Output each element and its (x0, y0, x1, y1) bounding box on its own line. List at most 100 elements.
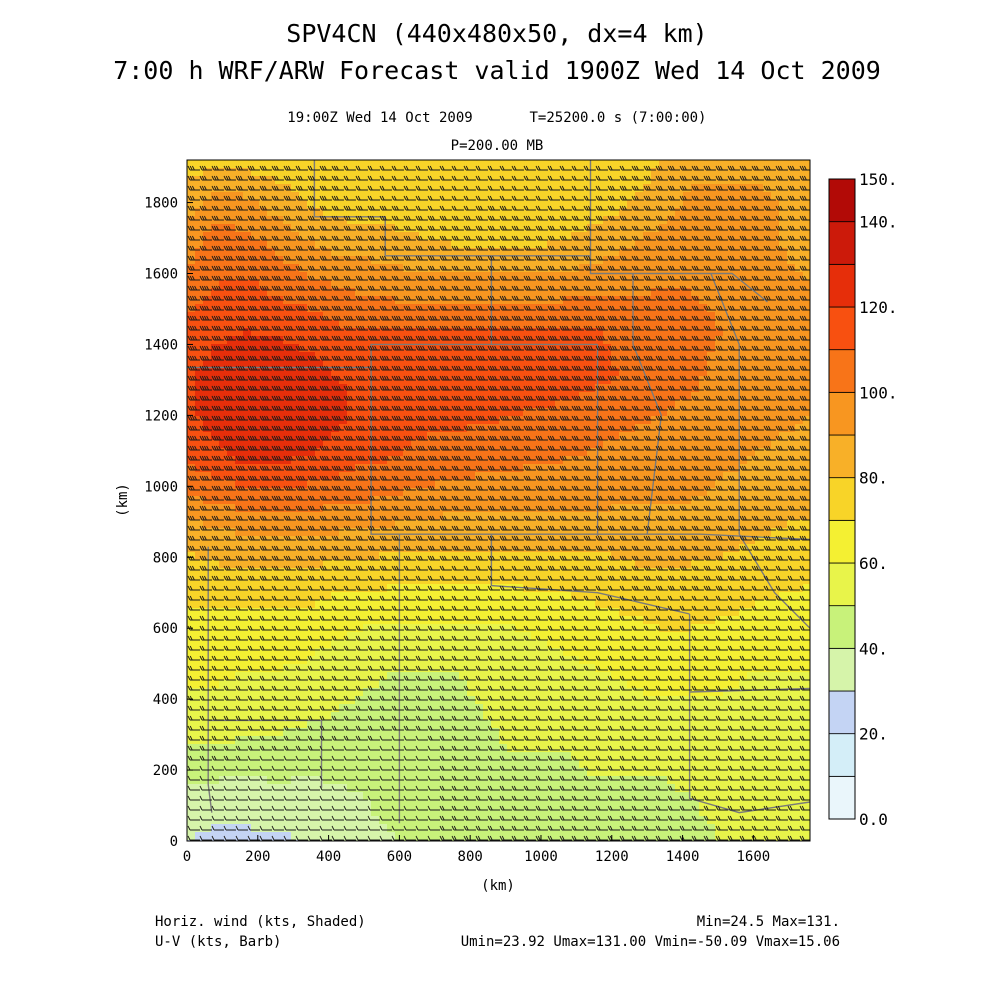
speed-cell (659, 224, 668, 233)
speed-cell (611, 488, 620, 497)
speed-cell (379, 488, 388, 497)
speed-cell (627, 544, 636, 553)
speed-cell (195, 192, 204, 201)
speed-cell (275, 432, 284, 441)
speed-cell (203, 560, 212, 569)
speed-cell (331, 568, 340, 577)
speed-cell (243, 520, 252, 529)
speed-cell (619, 648, 628, 657)
speed-cell (195, 424, 204, 433)
speed-cell (211, 472, 220, 481)
speed-cell (283, 568, 292, 577)
speed-cell (395, 208, 404, 217)
speed-cell (267, 368, 276, 377)
speed-cell (307, 432, 316, 441)
speed-cell (611, 584, 620, 593)
speed-cell (595, 280, 604, 289)
speed-cell (579, 192, 588, 201)
speed-cell (539, 392, 548, 401)
speed-cell (219, 160, 228, 169)
speed-cell (403, 432, 412, 441)
speed-cell (275, 352, 284, 361)
speed-cell (203, 192, 212, 201)
speed-cell (523, 208, 532, 217)
speed-cell (531, 448, 540, 457)
speed-cell (411, 440, 420, 449)
speed-cell (427, 528, 436, 537)
speed-cell (459, 392, 468, 401)
speed-cell (603, 312, 612, 321)
speed-cell (459, 520, 468, 529)
speed-cell (459, 592, 468, 601)
speed-cell (755, 320, 764, 329)
speed-cell (419, 528, 428, 537)
speed-cell (507, 184, 516, 193)
speed-cell (491, 632, 500, 641)
speed-cell (659, 472, 668, 481)
speed-cell (755, 448, 764, 457)
speed-cell (603, 328, 612, 337)
speed-cell (347, 224, 356, 233)
speed-cell (675, 584, 684, 593)
speed-cell (243, 408, 252, 417)
speed-cell (795, 568, 804, 577)
speed-cell (507, 264, 516, 273)
speed-cell (779, 200, 788, 209)
speed-cell (211, 608, 220, 617)
speed-cell (363, 368, 372, 377)
speed-cell (651, 584, 660, 593)
speed-cell (635, 464, 644, 473)
speed-cell (195, 208, 204, 217)
speed-cell (211, 352, 220, 361)
speed-cell (579, 160, 588, 169)
speed-cell (555, 424, 564, 433)
speed-cell (619, 512, 628, 521)
speed-cell (491, 432, 500, 441)
speed-cell (779, 344, 788, 353)
speed-cell (731, 408, 740, 417)
speed-cell (243, 584, 252, 593)
speed-shading (187, 160, 810, 841)
speed-cell (323, 544, 332, 553)
speed-cell (699, 592, 708, 601)
speed-cell (403, 440, 412, 449)
speed-cell (483, 584, 492, 593)
speed-cell (507, 272, 516, 281)
speed-cell (411, 448, 420, 457)
speed-cell (675, 400, 684, 409)
speed-cell (291, 488, 300, 497)
speed-cell (619, 592, 628, 601)
speed-cell (251, 600, 260, 609)
speed-cell (787, 592, 796, 601)
speed-cell (307, 320, 316, 329)
speed-cell (579, 288, 588, 297)
speed-cell (379, 400, 388, 409)
speed-cell (363, 512, 372, 521)
speed-cell (379, 440, 388, 449)
speed-cell (275, 544, 284, 553)
speed-cell (307, 528, 316, 537)
speed-cell (467, 408, 476, 417)
speed-cell (211, 648, 220, 657)
speed-cell (763, 312, 772, 321)
speed-cell (451, 312, 460, 321)
speed-cell (603, 160, 612, 169)
speed-cell (195, 304, 204, 313)
speed-cell (323, 328, 332, 337)
speed-cell (555, 480, 564, 489)
speed-cell (363, 160, 372, 169)
speed-cell (659, 648, 668, 657)
speed-cell (499, 432, 508, 441)
speed-cell (315, 472, 324, 481)
speed-cell (427, 648, 436, 657)
speed-cell (563, 248, 572, 257)
speed-cell (299, 560, 308, 569)
speed-cell (755, 552, 764, 561)
speed-cell (707, 520, 716, 529)
speed-cell (379, 368, 388, 377)
speed-cell (283, 200, 292, 209)
speed-cell (787, 408, 796, 417)
speed-cell (483, 400, 492, 409)
speed-cell (611, 528, 620, 537)
speed-cell (475, 432, 484, 441)
